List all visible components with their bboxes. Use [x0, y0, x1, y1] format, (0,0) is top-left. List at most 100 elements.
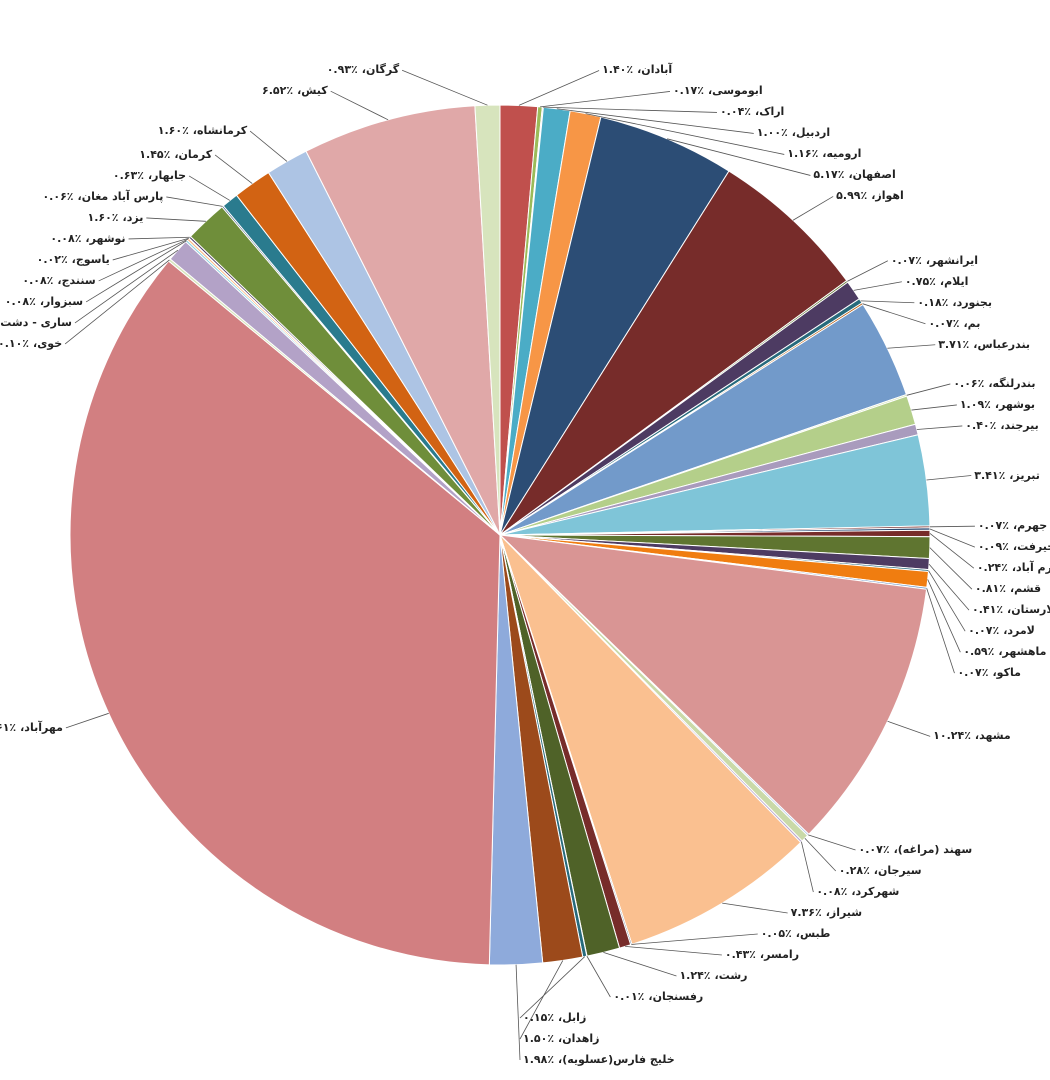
leader-line — [804, 837, 837, 872]
slice-label: تبریز،۳.۴۱٪ — [974, 469, 1040, 483]
leader-line — [85, 240, 187, 303]
value-label: ۶.۵۲٪ — [262, 84, 294, 98]
leader-line — [519, 960, 564, 1040]
leader-line — [146, 217, 206, 222]
slice-label: لامرد،۰.۰۷٪ — [968, 624, 1035, 638]
value-label: ۰.۰۷٪ — [928, 316, 960, 330]
leader-line — [540, 91, 671, 108]
category-label: رامسر، — [759, 948, 800, 961]
slice-label: مهرآباد،۳۵.۶۱٪ — [0, 721, 63, 735]
category-label: خلیج فارس(عسلویه)، — [558, 1053, 675, 1066]
value-label: ۰.۸۱٪ — [974, 582, 1006, 596]
value-label: ۳.۴۱٪ — [974, 468, 1006, 482]
value-label: ۰.۷۵٪ — [904, 274, 936, 288]
slice-label: جابهار،۰.۶۳٪ — [113, 169, 186, 183]
value-label: ۰.۰۴٪ — [719, 105, 752, 119]
slice-label: گرگان،۰.۹۳٪ — [327, 63, 399, 77]
category-label: یزد، — [122, 210, 144, 224]
slice-label: ساری - دشت ناز،۰.۸۶٪ — [0, 316, 72, 330]
leader-line — [166, 196, 223, 207]
value-label: ۱.۶۰٪ — [87, 210, 119, 224]
leader-line — [585, 113, 785, 155]
value-label: ۱.۴۰٪ — [602, 63, 634, 77]
category-label: جهرم، — [1012, 519, 1048, 533]
category-label: اراک، — [755, 105, 785, 119]
value-label: ۰.۰۱٪ — [613, 990, 645, 1003]
leader-line — [926, 588, 955, 674]
leader-line — [64, 259, 170, 345]
category-label: قشم، — [1009, 582, 1042, 596]
leader-line — [926, 475, 972, 481]
value-label: ۰.۴۰٪ — [965, 418, 997, 432]
slice-label: شهرکرد،۰.۰۸٪ — [816, 885, 899, 899]
slice-label: جیرفت،۰.۰۹٪ — [978, 540, 1050, 554]
slice-label: سیرجان،۰.۲۸٪ — [839, 864, 922, 878]
slice-label: ایرانشهر،۰.۰۷٪ — [891, 254, 978, 268]
leader-line — [330, 90, 389, 121]
value-label: ۰.۱۰٪ — [0, 336, 30, 350]
value-label: ۰.۵۹٪ — [963, 645, 995, 659]
value-label: ۱.۴۵٪ — [139, 147, 171, 161]
value-label: ۰.۰۸٪ — [50, 231, 82, 245]
value-label: ۰.۲۴٪ — [976, 561, 1008, 575]
value-label: ۰.۴۳٪ — [724, 948, 756, 961]
leader-line — [929, 528, 975, 548]
leader-line — [722, 902, 788, 914]
category-label: پارس آباد مغان، — [77, 189, 164, 203]
slice-label: بیرجند،۰.۴۰٪ — [965, 419, 1038, 433]
leader-line — [887, 720, 931, 737]
category-label: شهرکرد، — [851, 885, 900, 898]
value-label: ۰.۱۸٪ — [917, 295, 949, 309]
value-label: ۱.۰۹٪ — [959, 397, 991, 411]
slice-label: سبزوار،۰.۰۸٪ — [5, 295, 83, 309]
category-label: اصفهان، — [848, 168, 896, 182]
value-label: ۰.۴۱٪ — [972, 603, 1004, 617]
category-label: بندرلنگه، — [988, 376, 1036, 390]
slice-label: رشت،۱.۲۴٪ — [679, 969, 747, 983]
slice-label: جهرم،۰.۰۷٪ — [978, 519, 1047, 533]
value-label: ۰.۰۲٪ — [36, 252, 68, 266]
slice-label: زاهدان،۱.۵۰٪ — [523, 1032, 599, 1046]
category-label: بجنورد، — [952, 295, 992, 309]
value-label: ۰.۹۳٪ — [326, 63, 358, 77]
leader-line — [667, 138, 811, 176]
leader-line — [928, 570, 966, 632]
value-label: ۱.۵۰٪ — [523, 1032, 555, 1045]
value-label: ۰.۶۳٪ — [112, 168, 144, 182]
value-label: ۰.۱۷٪ — [672, 84, 704, 98]
leader-line — [916, 425, 963, 430]
leader-line — [801, 841, 814, 893]
slice-label: خرم آباد،۰.۲۴٪ — [977, 561, 1050, 575]
category-label: خوی، — [33, 336, 63, 350]
value-label: ۰.۰۹٪ — [977, 540, 1009, 554]
slice-label: آبادان،۱.۴۰٪ — [602, 63, 672, 77]
leader-line — [98, 238, 189, 282]
category-label: سهند (مراغه)، — [893, 843, 973, 856]
slice-label: بجنورد،۰.۱۸٪ — [917, 296, 992, 310]
leader-line — [911, 404, 957, 411]
category-label: جیرفت، — [1012, 540, 1050, 554]
value-label: ۱.۹۸٪ — [523, 1053, 555, 1066]
slice-label: لارستان،۰.۴۱٪ — [972, 603, 1050, 617]
leader-line — [249, 130, 288, 162]
leader-line — [929, 533, 975, 569]
slice-label: بم،۰.۰۷٪ — [928, 317, 980, 331]
category-label: کرمانشاه، — [192, 124, 248, 138]
slice-label: ماهشهر،۰.۵۹٪ — [963, 645, 1046, 659]
leader-line — [928, 563, 970, 611]
pie-slice — [498, 534, 928, 835]
leader-line — [188, 175, 231, 201]
category-label: کیش، — [297, 84, 328, 98]
leader-line — [519, 956, 586, 1019]
category-label: خرم آباد، — [1011, 561, 1050, 575]
value-label: ۳.۷۱٪ — [938, 337, 970, 351]
leader-line — [518, 70, 600, 106]
value-label: ۵.۱۷٪ — [813, 168, 845, 182]
slice-label: ابوموسی، ۰.۱۷٪ — [673, 84, 763, 98]
slice-label: کیش،۶.۵۲٪ — [262, 84, 328, 98]
leader-line — [853, 281, 902, 291]
slice-label: ماکو،۰.۰۷٪ — [957, 666, 1020, 680]
category-label: شیراز، — [825, 906, 863, 919]
category-label: کرمان، — [174, 147, 213, 161]
slice-label: کرمانشاه،۱.۶۰٪ — [158, 124, 247, 138]
